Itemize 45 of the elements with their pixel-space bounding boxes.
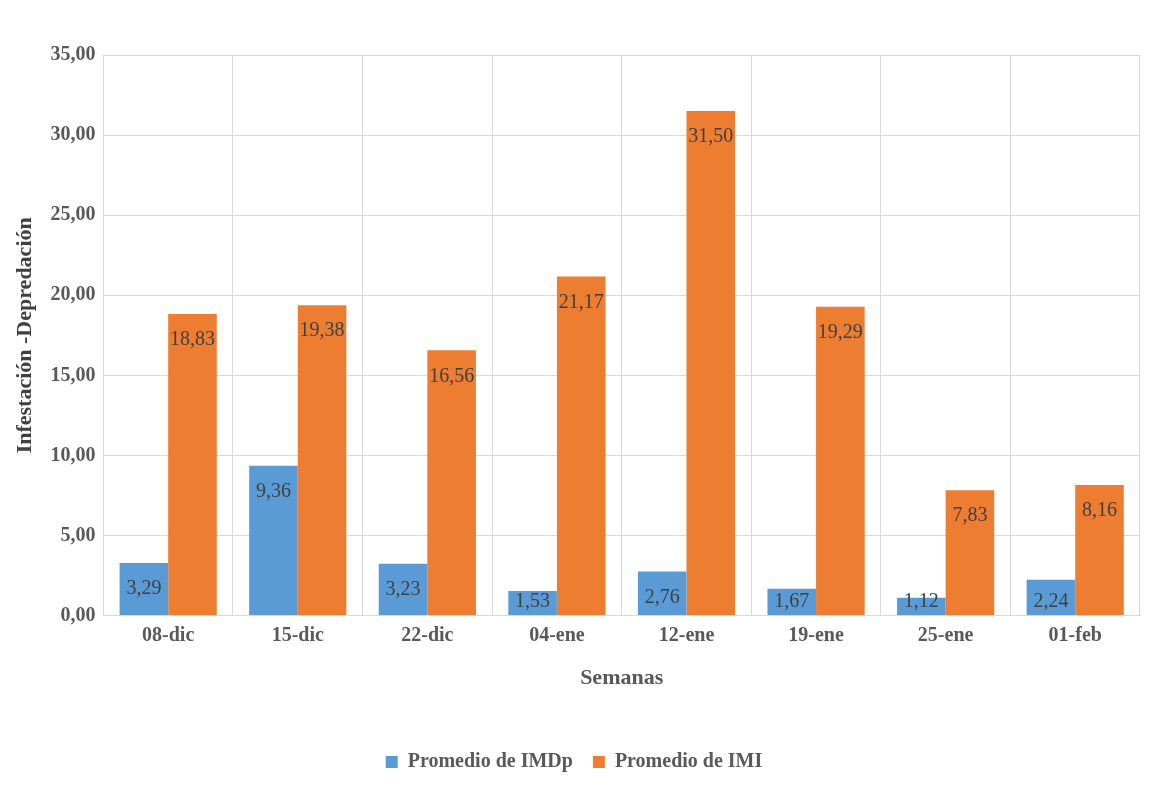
bar <box>556 276 606 616</box>
data-label: 19,29 <box>817 319 863 342</box>
data-label: 1,53 <box>515 589 551 612</box>
y-tick-label: 15,00 <box>50 362 96 385</box>
data-label: 3,29 <box>126 576 162 599</box>
data-label: 7,83 <box>952 503 988 526</box>
bar <box>686 111 736 616</box>
y-tick-label: 5,00 <box>60 522 96 545</box>
y-tick-label: 10,00 <box>50 442 96 465</box>
data-label: 16,56 <box>429 363 475 386</box>
x-tick-label: 22-dic <box>401 622 454 645</box>
bar <box>816 306 865 616</box>
data-label: 9,36 <box>255 478 291 501</box>
bar <box>297 305 347 616</box>
legend-label: Promedio de IMDp <box>407 749 573 773</box>
x-tick-label: 08-dic <box>142 622 195 645</box>
y-tick-label: 25,00 <box>50 202 96 225</box>
bar <box>168 314 217 616</box>
legend-label: Promedio de IMI <box>614 749 763 772</box>
x-tick-label: 01-feb <box>1048 622 1102 645</box>
data-label: 3,23 <box>385 577 421 600</box>
x-tick-label: 15-dic <box>271 622 324 645</box>
y-tick-label: 30,00 <box>50 122 96 145</box>
y-tick-label: 20,00 <box>50 282 96 305</box>
bar <box>1075 484 1124 616</box>
data-label: 18,83 <box>169 327 215 350</box>
bar <box>378 563 428 616</box>
data-label: 19,38 <box>299 318 345 341</box>
bar <box>427 350 476 616</box>
x-tick-label: 25-ene <box>917 622 974 645</box>
y-tick-label: 35,00 <box>50 42 96 65</box>
x-tick-label: 12-ene <box>658 622 715 645</box>
y-axis-title: Infestación -Depredación <box>10 217 36 454</box>
data-label: 21,17 <box>558 289 604 312</box>
data-label: 31,50 <box>688 124 734 147</box>
bar <box>945 490 995 616</box>
data-label: 8,16 <box>1082 498 1118 521</box>
x-tick-label: 19-ene <box>788 622 844 645</box>
data-label: 2,76 <box>644 584 680 607</box>
bar <box>249 465 298 616</box>
y-tick-label: 0,00 <box>60 602 96 625</box>
data-label: 1,67 <box>774 589 810 612</box>
x-axis-title: Semanas <box>580 664 664 690</box>
data-label: 2,24 <box>1033 589 1069 612</box>
x-tick-label: 04-ene <box>529 622 585 645</box>
